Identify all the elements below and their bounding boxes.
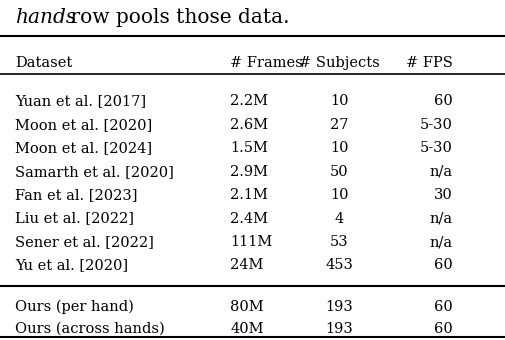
Text: 453: 453 xyxy=(324,258,352,272)
Text: 50: 50 xyxy=(329,165,347,179)
Text: 30: 30 xyxy=(433,188,452,202)
Text: n/a: n/a xyxy=(429,211,452,225)
Text: Liu et al. [2022]: Liu et al. [2022] xyxy=(15,211,134,225)
Text: 53: 53 xyxy=(329,235,347,249)
Text: 2.1M: 2.1M xyxy=(230,188,268,202)
Text: Samarth et al. [2020]: Samarth et al. [2020] xyxy=(15,165,174,179)
Text: 60: 60 xyxy=(433,258,452,272)
Text: Dataset: Dataset xyxy=(15,56,72,70)
Text: hands: hands xyxy=(15,8,76,28)
Text: 4: 4 xyxy=(334,211,343,225)
Text: 24M: 24M xyxy=(230,258,263,272)
Text: 10: 10 xyxy=(329,95,347,108)
Text: 2.6M: 2.6M xyxy=(230,118,268,132)
Text: 5-30: 5-30 xyxy=(419,141,452,155)
Text: 193: 193 xyxy=(325,300,352,313)
Text: Ours (across hands): Ours (across hands) xyxy=(15,322,165,336)
Text: n/a: n/a xyxy=(429,165,452,179)
Text: Moon et al. [2020]: Moon et al. [2020] xyxy=(15,118,152,132)
Text: 2.4M: 2.4M xyxy=(230,211,268,225)
Text: 10: 10 xyxy=(329,141,347,155)
Text: Moon et al. [2024]: Moon et al. [2024] xyxy=(15,141,152,155)
Text: # Subjects: # Subjects xyxy=(298,56,379,70)
Text: Fan et al. [2023]: Fan et al. [2023] xyxy=(15,188,137,202)
Text: n/a: n/a xyxy=(429,235,452,249)
Text: # Frames: # Frames xyxy=(230,56,302,70)
Text: 111M: 111M xyxy=(230,235,272,249)
Text: 40M: 40M xyxy=(230,322,263,336)
Text: 60: 60 xyxy=(433,300,452,313)
Text: 80M: 80M xyxy=(230,300,263,313)
Text: 60: 60 xyxy=(433,322,452,336)
Text: 2.9M: 2.9M xyxy=(230,165,268,179)
Text: # FPS: # FPS xyxy=(405,56,452,70)
Text: 1.5M: 1.5M xyxy=(230,141,268,155)
Text: 60: 60 xyxy=(433,95,452,108)
Text: Yu et al. [2020]: Yu et al. [2020] xyxy=(15,258,128,272)
Text: Yuan et al. [2017]: Yuan et al. [2017] xyxy=(15,95,146,108)
Text: row pools those data.: row pools those data. xyxy=(64,8,289,28)
Text: 193: 193 xyxy=(325,322,352,336)
Text: Sener et al. [2022]: Sener et al. [2022] xyxy=(15,235,154,249)
Text: 10: 10 xyxy=(329,188,347,202)
Text: 5-30: 5-30 xyxy=(419,118,452,132)
Text: Ours (per hand): Ours (per hand) xyxy=(15,300,134,314)
Text: 27: 27 xyxy=(329,118,347,132)
Text: 2.2M: 2.2M xyxy=(230,95,268,108)
